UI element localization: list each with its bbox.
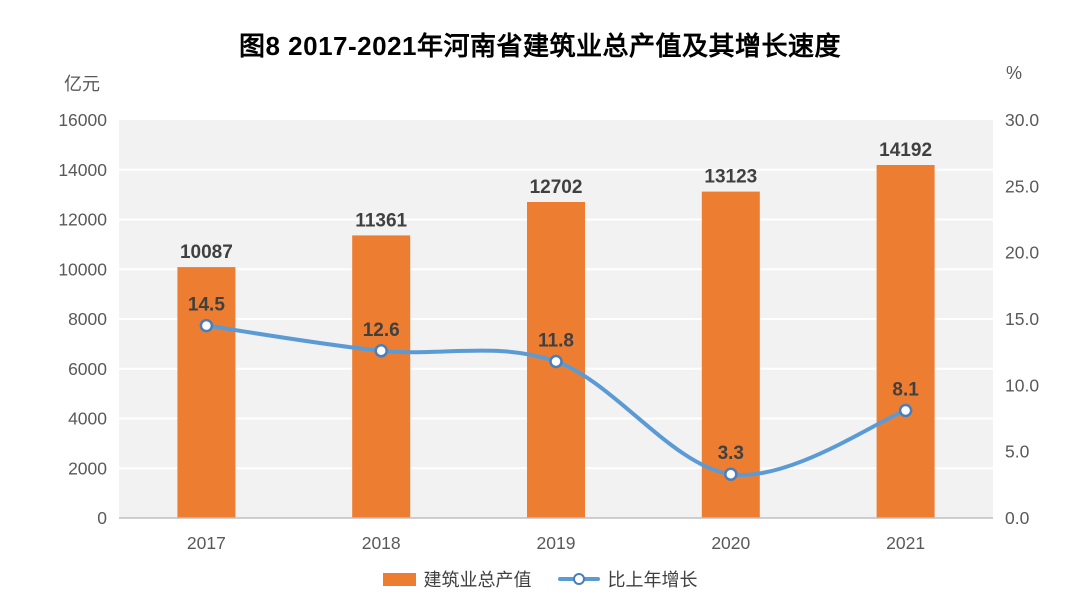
line-value-label-2018: 12.6	[363, 320, 400, 341]
line-marker-2019	[549, 354, 563, 369]
right-axis-tick-10.0: 10.0	[1005, 375, 1039, 395]
bar-2020	[701, 191, 760, 518]
legend-item-bar-series: 建筑业总产值	[382, 566, 532, 592]
line-marker-2018	[374, 344, 388, 358]
line-marker-2021	[898, 403, 913, 418]
left-axis-tick-10000: 10000	[58, 259, 107, 279]
bar-2017	[177, 267, 236, 518]
line-marker-2017	[199, 318, 214, 333]
bar-value-label-2020: 13123	[704, 167, 757, 188]
left-axis-tick-2000: 2000	[68, 458, 107, 478]
bar-value-label-2017: 10087	[180, 242, 233, 263]
line-value-label-2020: 3.3	[718, 443, 744, 464]
bar-series-swatch-icon	[382, 572, 416, 586]
line-swatch-marker-dot	[572, 573, 585, 585]
left-axis-tick-8000: 8000	[68, 309, 107, 329]
left-axis-tick-16000: 16000	[58, 110, 107, 130]
left-axis-tick-6000: 6000	[68, 359, 107, 379]
bar-2021	[876, 165, 935, 518]
right-axis-tick-25.0: 25.0	[1005, 176, 1039, 196]
legend-item-line-series: 比上年增长	[557, 566, 698, 592]
left-axis-unit-label: 亿元	[64, 74, 100, 94]
bar-value-label-2019: 12702	[530, 177, 583, 198]
x-axis-label-2019: 2019	[537, 533, 576, 553]
x-axis-label-2017: 2017	[187, 533, 226, 553]
bar-2018	[352, 235, 411, 518]
right-axis-tick-0.0: 0.0	[1005, 508, 1030, 528]
x-axis-label-2020: 2020	[711, 533, 750, 553]
legend-label-bar-series: 建筑业总产值	[423, 570, 532, 590]
x-axis-label-2021: 2021	[886, 533, 925, 553]
legend: 建筑业总产值 比上年增长	[0, 566, 1080, 592]
line-value-label-2021: 8.1	[892, 380, 919, 401]
legend-label-line-series: 比上年增长	[607, 570, 698, 590]
right-axis-tick-30.0: 30.0	[1005, 110, 1039, 130]
line-marker-2020	[724, 467, 738, 481]
right-axis-tick-5.0: 5.0	[1005, 442, 1030, 462]
x-axis-label-2018: 2018	[362, 533, 401, 553]
right-axis-unit-label: %	[1006, 63, 1023, 83]
line-series-swatch-icon	[557, 572, 600, 586]
bar-value-label-2018: 11361	[355, 210, 407, 231]
left-axis-tick-4000: 4000	[68, 409, 107, 429]
line-value-label-2017: 14.5	[188, 295, 225, 316]
right-axis-tick-20.0: 20.0	[1005, 243, 1039, 263]
line-value-label-2019: 11.8	[538, 331, 574, 352]
left-axis-tick-0: 0	[97, 508, 107, 528]
right-axis-tick-15.0: 15.0	[1005, 309, 1039, 329]
bar-value-label-2021: 14192	[879, 140, 932, 161]
chart-title: 图8 2017-2021年河南省建筑业总产值及其增长速度	[238, 31, 842, 61]
left-axis-tick-12000: 12000	[58, 210, 107, 230]
left-axis-tick-14000: 14000	[58, 160, 107, 180]
